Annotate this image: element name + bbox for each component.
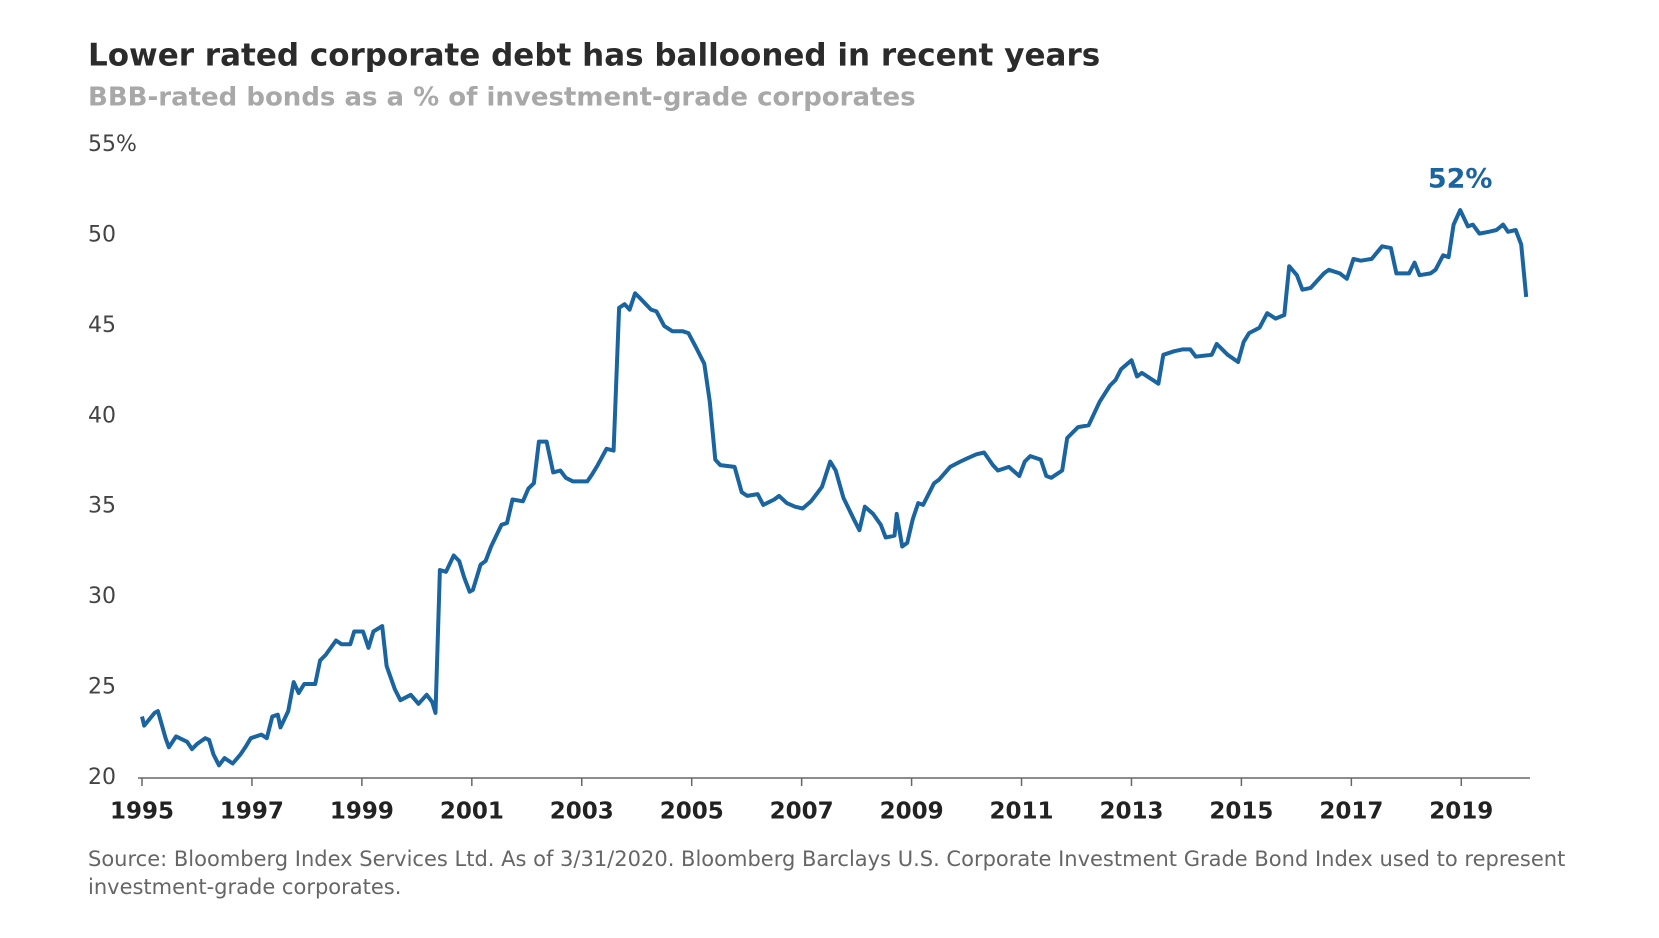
x-tick-label: 2011	[990, 799, 1054, 825]
y-tick-label: 30	[88, 584, 116, 609]
chart-title: Lower rated corporate debt has ballooned…	[88, 38, 1100, 74]
peak-annotation: 52%	[1428, 164, 1493, 195]
source-box: Source: Bloomberg Index Services Ltd. As…	[88, 847, 1566, 899]
y-tick-label: 45	[88, 313, 116, 338]
y-tick-label: 50	[88, 222, 116, 247]
data-line	[140, 208, 1529, 768]
y-tick-label: 20	[88, 765, 116, 790]
y-tick-label: 55%	[88, 132, 137, 157]
x-tick-label: 2005	[660, 799, 724, 825]
source-note: Source: Bloomberg Index Services Ltd. As…	[88, 847, 1566, 899]
x-tick-label: 2013	[1099, 799, 1163, 825]
x-tick-label: 2009	[880, 799, 944, 825]
x-tick-label: 1995	[110, 799, 174, 825]
x-tick-label: 2015	[1209, 799, 1273, 825]
x-tick-label: 1997	[220, 799, 284, 825]
y-tick-label: 25	[88, 675, 116, 700]
x-tick-label: 2017	[1319, 799, 1383, 825]
x-tick-label: 2001	[440, 799, 504, 825]
y-tick-label: 35	[88, 494, 116, 519]
chart-subtitle: BBB-rated bonds as a % of investment-gra…	[88, 83, 916, 113]
x-tick-label: 2019	[1429, 799, 1493, 825]
y-tick-label: 40	[88, 403, 116, 428]
x-tick-label: 1999	[330, 799, 394, 825]
x-tick-label: 2007	[770, 799, 834, 825]
x-tick-label: 2003	[550, 799, 614, 825]
